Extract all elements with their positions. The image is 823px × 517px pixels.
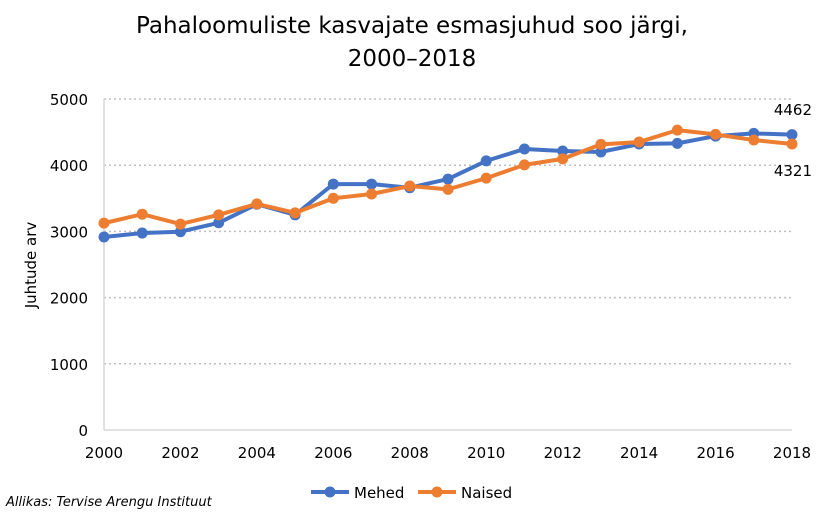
data-point-naised xyxy=(557,153,569,165)
chart-title-line2: 2000–2018 xyxy=(348,46,477,72)
data-point-naised xyxy=(136,208,148,220)
x-tick-label: 2010 xyxy=(467,444,505,462)
legend-mehed-marker xyxy=(324,486,336,498)
end-label-naised: 4321 xyxy=(774,162,812,180)
y-tick-label: 3000 xyxy=(50,223,88,241)
x-tick-label: 2012 xyxy=(544,444,582,462)
data-point-naised xyxy=(480,172,492,184)
y-tick-label: 0 xyxy=(78,422,88,440)
x-tick-label: 2008 xyxy=(391,444,429,462)
data-point-naised xyxy=(710,128,722,140)
data-point-mehed xyxy=(595,146,607,158)
data-point-naised xyxy=(213,209,225,221)
y-tick-label: 5000 xyxy=(50,91,88,109)
data-point-naised xyxy=(327,192,339,204)
data-point-mehed xyxy=(366,178,378,190)
data-point-mehed xyxy=(136,227,148,239)
y-tick-label: 4000 xyxy=(50,157,88,175)
data-point-naised xyxy=(366,188,378,200)
data-point-mehed xyxy=(786,129,798,141)
data-point-naised xyxy=(442,183,454,195)
data-point-naised xyxy=(289,207,301,219)
data-point-naised xyxy=(595,138,607,150)
x-tick-label: 2016 xyxy=(696,444,734,462)
chart-title-line1: Pahaloomuliste kasvajate esmasjuhud soo … xyxy=(136,13,688,39)
data-point-naised xyxy=(98,217,110,229)
source-note: Allikas: Tervise Arengu Instituut xyxy=(5,495,213,510)
x-tick-label: 2006 xyxy=(314,444,352,462)
data-point-naised xyxy=(518,159,530,171)
data-point-mehed xyxy=(213,217,225,229)
data-point-naised xyxy=(671,124,683,136)
data-point-mehed xyxy=(671,137,683,149)
legend-mehed-label: Mehed xyxy=(354,484,404,502)
x-tick-label: 2000 xyxy=(85,444,123,462)
data-point-mehed xyxy=(174,226,186,238)
y-tick-label: 2000 xyxy=(50,290,88,308)
data-point-naised xyxy=(748,134,760,146)
data-point-mehed xyxy=(442,173,454,185)
data-point-naised xyxy=(251,198,263,210)
legend-naised-label: Naised xyxy=(461,484,512,502)
data-point-naised xyxy=(404,180,416,192)
data-point-mehed xyxy=(480,155,492,167)
x-tick-label: 2002 xyxy=(161,444,199,462)
data-point-mehed xyxy=(98,231,110,243)
data-point-naised xyxy=(786,138,798,150)
x-tick-label: 2014 xyxy=(620,444,658,462)
data-point-mehed xyxy=(518,143,530,155)
legend-naised-marker xyxy=(431,486,443,498)
data-point-naised xyxy=(174,218,186,230)
legend: Mehed Naised xyxy=(311,484,512,502)
y-axis-label: Juhtude arv xyxy=(22,222,40,310)
y-tick-label: 1000 xyxy=(50,356,88,374)
end-label-mehed: 4462 xyxy=(774,101,812,119)
x-tick-label: 2018 xyxy=(773,444,811,462)
data-point-mehed xyxy=(557,145,569,157)
data-point-mehed xyxy=(327,178,339,190)
data-point-naised xyxy=(633,136,645,148)
x-tick-label: 2004 xyxy=(238,444,276,462)
